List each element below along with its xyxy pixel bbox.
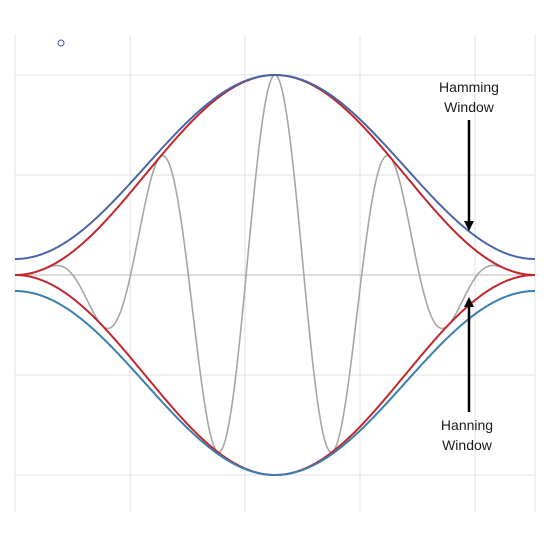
series-layer xyxy=(14,74,536,476)
hamming-window-lower-line xyxy=(14,290,536,476)
grid xyxy=(14,35,536,512)
hamming-window-upper-line xyxy=(14,74,536,260)
hanning-label-line-2: Window xyxy=(442,437,493,453)
plot-marker xyxy=(57,39,65,47)
hamming-label-line-1: Hamming xyxy=(439,79,499,95)
annotations: Hamming Window Hanning Window xyxy=(439,79,499,453)
hamming-label-line-2: Window xyxy=(444,99,495,115)
windowed-signal-line xyxy=(15,74,535,453)
hanning-label-line-1: Hanning xyxy=(441,417,493,433)
